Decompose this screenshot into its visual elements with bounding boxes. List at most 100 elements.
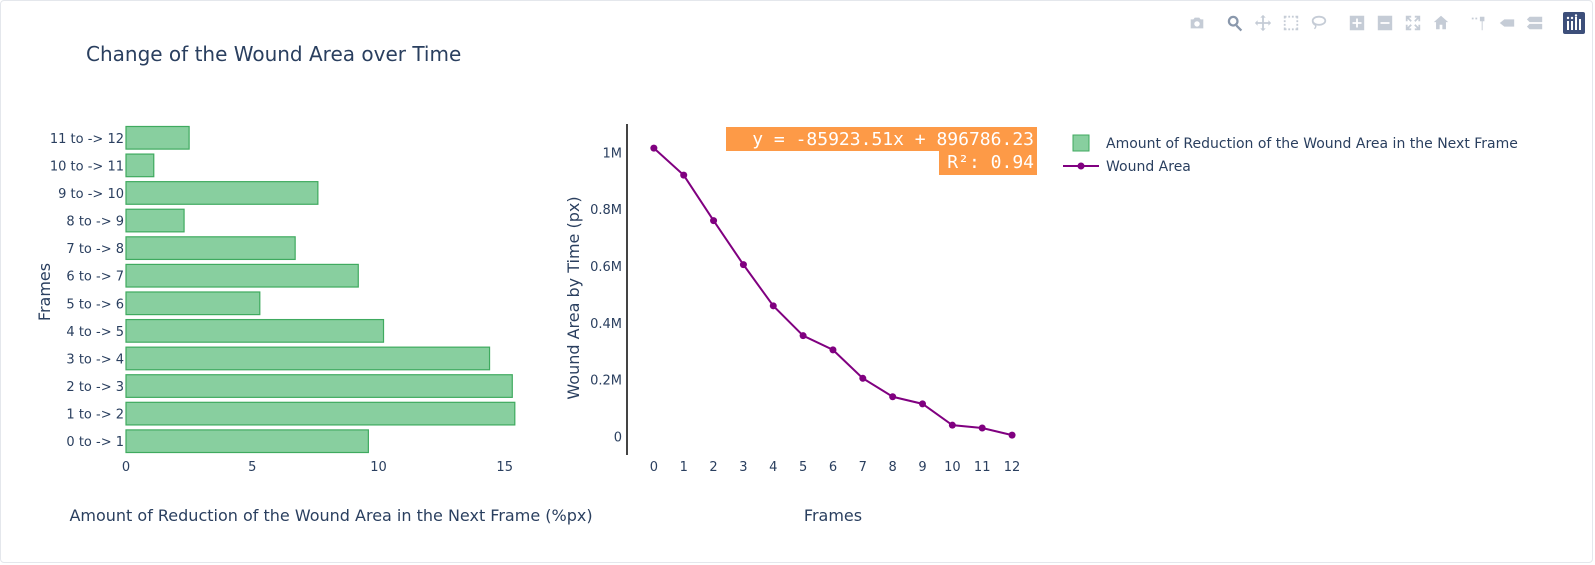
modebar [1183, 12, 1585, 34]
bar[interactable] [125, 374, 513, 398]
box-select-icon[interactable] [1280, 12, 1302, 34]
bar-x-tick-label: 0 [122, 460, 130, 475]
chart-title: Change of the Wound Area over Time [86, 42, 462, 66]
line-point[interactable] [829, 346, 837, 354]
line-points [650, 144, 1016, 439]
line-x-tick-label: 3 [739, 460, 747, 475]
hover-closest-icon[interactable] [1496, 12, 1518, 34]
line-x-tick-label: 9 [918, 460, 926, 475]
line-x-tick-label: 0 [650, 460, 658, 475]
bar-y-tick-label: 1 to -> 2 [66, 408, 124, 423]
bar-y-tick-label: 0 to -> 1 [66, 435, 124, 450]
hover-compare-icon[interactable] [1524, 12, 1546, 34]
bar-chart: 0 to -> 1 1 to -> 2 2 to -> 3 3 to -> 4 4 to… [35, 125, 593, 525]
legend-line-marker [1077, 162, 1085, 170]
line-x-tick-label: 7 [859, 460, 867, 475]
line-x-tick-label: 2 [709, 460, 717, 475]
bar-y-tick-label: 3 to -> 4 [66, 352, 124, 367]
line-point[interactable] [948, 421, 956, 429]
bar-x-tick-labels: 0 5 10 15 [122, 460, 513, 475]
bar[interactable] [125, 318, 385, 343]
line-point[interactable] [859, 374, 867, 382]
line-y-tick-label: 0.2M [590, 374, 622, 389]
bar[interactable] [125, 346, 491, 371]
r-squared-annotation-bg [939, 151, 1037, 175]
line-point[interactable] [650, 144, 658, 152]
r-squared-value: R²: 0.94 [947, 152, 1034, 173]
legend-item-bar[interactable]: Amount of Reduction of the Wound Area in… [1072, 134, 1518, 152]
camera-icon[interactable] [1186, 12, 1208, 34]
line-point[interactable] [680, 171, 688, 179]
bar[interactable] [125, 291, 261, 316]
line-x-tick-label: 12 [1004, 460, 1021, 475]
zoom-in-icon[interactable] [1346, 12, 1368, 34]
line-x-tick-label: 10 [944, 460, 961, 475]
zoom-icon[interactable] [1224, 12, 1246, 34]
regression-equation: y = -85923.51x + 896786.23 [752, 129, 1034, 150]
bar-y-tick-label: 6 to -> 7 [66, 270, 124, 285]
line-point[interactable] [769, 302, 777, 310]
autoscale-icon[interactable] [1402, 12, 1424, 34]
line-y-tick-label: 0 [614, 431, 622, 446]
line-x-tick-labels: 0 1 2 3 4 5 6 7 8 9 10 11 12 [650, 460, 1021, 475]
line-point[interactable] [739, 261, 747, 269]
line-point[interactable] [978, 424, 986, 432]
line-point[interactable] [710, 217, 718, 225]
line-x-tick-label: 11 [974, 460, 991, 475]
wound-area-line [653, 147, 1013, 437]
line-point[interactable] [889, 393, 897, 401]
bar-y-tick-labels: 0 to -> 1 1 to -> 2 2 to -> 3 3 to -> 4 4 to… [50, 132, 124, 450]
line-y-tick-label: 1M [603, 146, 623, 161]
bar[interactable] [125, 208, 185, 233]
bar-y-tick-label: 8 to -> 9 [66, 215, 124, 230]
bar[interactable] [125, 236, 296, 261]
bar[interactable] [125, 429, 369, 454]
legend-bar-label: Amount of Reduction of the Wound Area in… [1106, 136, 1518, 152]
line-x-axis-title: Frames [804, 506, 862, 525]
lasso-icon[interactable] [1308, 12, 1330, 34]
line-x-tick-label: 1 [680, 460, 688, 475]
bar-y-tick-label: 7 to -> 8 [66, 242, 124, 257]
bar[interactable] [125, 401, 516, 426]
bar-x-tick-label: 15 [496, 460, 513, 475]
bar-x-axis-title: Amount of Reduction of the Wound Area in… [69, 506, 592, 525]
bar-x-tick-label: 10 [370, 460, 387, 475]
line-x-tick-label: 4 [769, 460, 777, 475]
bar-y-axis-title: Frames [35, 263, 54, 321]
legend-bar-swatch [1072, 134, 1090, 152]
bar-y-tick-label: 2 to -> 3 [66, 380, 124, 395]
pan-icon[interactable] [1252, 12, 1274, 34]
bar-x-tick-label: 5 [248, 460, 256, 475]
line-x-tick-label: 8 [889, 460, 897, 475]
bar-y-tick-label: 5 to -> 6 [66, 297, 124, 312]
bar-y-tick-label: 11 to -> 12 [50, 132, 124, 147]
bar-y-tick-label: 9 to -> 10 [58, 187, 124, 202]
line-y-tick-label: 0.6M [590, 260, 622, 275]
plotly-logo[interactable] [1563, 12, 1585, 34]
line-point[interactable] [919, 400, 927, 408]
bars [125, 125, 516, 454]
bar[interactable] [125, 263, 359, 288]
line-y-axis-title: Wound Area by Time (px) [564, 196, 583, 399]
spike-lines-icon[interactable] [1468, 12, 1490, 34]
line-y-tick-label: 0.8M [590, 203, 622, 218]
line-point[interactable] [1008, 431, 1016, 439]
line-y-tick-label: 0.4M [590, 317, 622, 332]
line-y-tick-labels: 0 0.2M 0.4M 0.6M 0.8M 1M [590, 146, 622, 445]
bar[interactable] [125, 181, 319, 205]
line-x-tick-label: 6 [829, 460, 837, 475]
reset-axes-icon[interactable] [1430, 12, 1452, 34]
legend-item-line[interactable]: Wound Area [1063, 159, 1191, 175]
bar-y-tick-label: 10 to -> 11 [50, 159, 124, 174]
legend-line-label: Wound Area [1106, 159, 1191, 175]
zoom-out-icon[interactable] [1374, 12, 1396, 34]
line-x-tick-label: 5 [799, 460, 807, 475]
legend: Amount of Reduction of the Wound Area in… [1063, 134, 1518, 175]
bar[interactable] [125, 125, 190, 150]
regression-annotation-bg [726, 127, 1037, 151]
line-point[interactable] [799, 332, 807, 340]
bar[interactable] [125, 153, 155, 178]
